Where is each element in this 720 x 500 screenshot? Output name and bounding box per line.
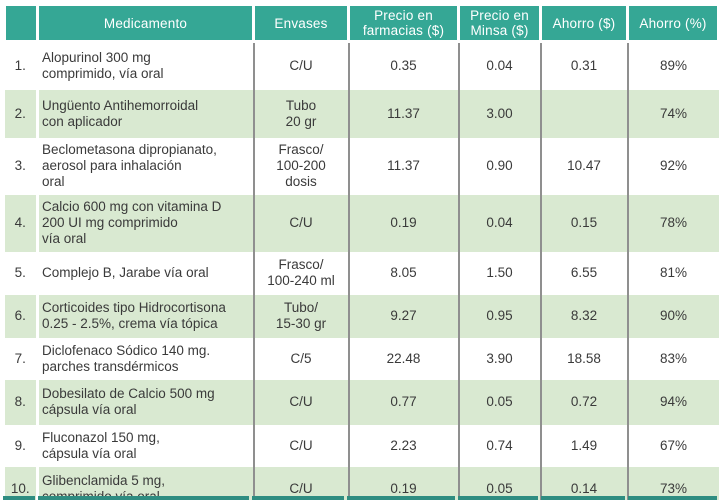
row-number-cell: 4.: [4, 194, 38, 252]
strip-segment: [628, 496, 718, 500]
strip-segment: [347, 496, 455, 500]
medicamento-cell: Beclometasona dipropianato, aerosol para…: [36, 137, 254, 195]
medicamento-cell: Diclofenaco Sódico 140 mg. parches trans…: [36, 337, 254, 380]
next-section-top-edge: [3, 496, 718, 500]
col-header-medicamento: Medicamento: [36, 3, 255, 43]
medicamento-cell: Glibenclamida 5 mg, comprimido vía oral: [36, 466, 254, 500]
ahorro-usd-cell: 0.15: [539, 194, 628, 252]
medication-price-table: Medicamento Envases Precio en farmacias …: [3, 3, 720, 500]
medicamento-cell: Corticoides tipo Hidrocortisona 0.25 - 2…: [36, 294, 254, 338]
precio-minsa-cell: 0.90: [457, 137, 541, 195]
envases-cell: Frasco/ 100-200 dosis: [252, 137, 349, 195]
ahorro-pct-cell: 74%: [626, 89, 719, 138]
col-header-precio-farmacias: Precio en farmacias ($): [347, 3, 460, 43]
ahorro-usd-cell: 0.72: [539, 379, 628, 425]
envases-cell: C/U: [252, 379, 349, 425]
precio-farmacias-cell: 11.37: [347, 89, 459, 138]
medicamento-cell: Fluconazol 150 mg, cápsula vía oral: [36, 424, 254, 467]
ahorro-usd-cell: 8.32: [539, 294, 628, 338]
precio-minsa-cell: 0.04: [457, 41, 541, 90]
table-row: 3. Beclometasona dipropianato, aerosol p…: [4, 137, 719, 195]
row-number-cell: 1.: [4, 41, 38, 90]
ahorro-pct-cell: 92%: [626, 137, 719, 195]
medicamento-cell: Complejo B, Jarabe vía oral: [36, 251, 254, 295]
envases-cell: Frasco/ 100-240 ml: [252, 251, 349, 295]
envases-cell: C/U: [252, 194, 349, 252]
strip-segment: [251, 496, 345, 500]
ahorro-pct-cell: 81%: [626, 251, 719, 295]
precio-farmacias-cell: 0.35: [347, 41, 459, 90]
ahorro-usd-cell: 6.55: [539, 251, 628, 295]
col-header-precio-minsa: Precio en Minsa ($): [457, 3, 542, 43]
table-row: 10. Glibenclamida 5 mg, comprimido vía o…: [4, 466, 719, 500]
table-row: 2. Ungüento Antihemorroidal con aplicado…: [4, 89, 719, 138]
table-row: 1. Alopurinol 300 mg comprimido, vía ora…: [4, 41, 719, 90]
ahorro-pct-cell: 73%: [626, 466, 719, 500]
medicamento-cell: Calcio 600 mg con vitamina D 200 UI mg c…: [36, 194, 254, 252]
col-header-index: [3, 3, 39, 43]
table-row: 4. Calcio 600 mg con vitamina D 200 UI m…: [4, 194, 719, 252]
strip-segment: [540, 496, 626, 500]
precio-minsa-cell: 3.90: [457, 337, 541, 380]
envases-cell: Tubo/ 15-30 gr: [252, 294, 349, 338]
table-row: 7. Diclofenaco Sódico 140 mg. parches tr…: [4, 337, 719, 380]
ahorro-usd-cell: 0.14: [539, 466, 628, 500]
medicamento-cell: Ungüento Antihemorroidal con aplicador: [36, 89, 254, 138]
ahorro-usd-cell: 18.58: [539, 337, 628, 380]
envases-cell: C/U: [252, 424, 349, 467]
precio-minsa-cell: 0.95: [457, 294, 541, 338]
precio-farmacias-cell: 9.27: [347, 294, 459, 338]
strip-segment: [38, 496, 249, 500]
precio-farmacias-cell: 0.19: [347, 466, 459, 500]
precio-farmacias-cell: 22.48: [347, 337, 459, 380]
strip-segment: [3, 496, 36, 500]
precio-minsa-cell: 0.74: [457, 424, 541, 467]
precio-minsa-cell: 0.05: [457, 466, 541, 500]
row-number-cell: 10.: [4, 466, 38, 500]
ahorro-usd-cell: [539, 89, 628, 138]
col-header-ahorro-pct: Ahorro (%): [626, 3, 720, 43]
precio-minsa-cell: 3.00: [457, 89, 541, 138]
row-number-cell: 5.: [4, 251, 38, 295]
precio-minsa-cell: 0.05: [457, 379, 541, 425]
envases-cell: C/U: [252, 466, 349, 500]
ahorro-pct-cell: 90%: [626, 294, 719, 338]
table-header-row: Medicamento Envases Precio en farmacias …: [3, 3, 720, 43]
table-row: 5. Complejo B, Jarabe vía oral Frasco/ 1…: [4, 251, 719, 295]
medicamento-cell: Dobesilato de Calcio 500 mg cápsula vía …: [36, 379, 254, 425]
row-number-cell: 8.: [4, 379, 38, 425]
precio-minsa-cell: 0.04: [457, 194, 541, 252]
ahorro-usd-cell: 0.31: [539, 41, 628, 90]
ahorro-pct-cell: 78%: [626, 194, 719, 252]
ahorro-pct-cell: 83%: [626, 337, 719, 380]
ahorro-usd-cell: 1.49: [539, 424, 628, 467]
precio-farmacias-cell: 11.37: [347, 137, 459, 195]
col-header-ahorro-usd: Ahorro ($): [539, 3, 629, 43]
precio-minsa-cell: 1.50: [457, 251, 541, 295]
ahorro-pct-cell: 67%: [626, 424, 719, 467]
medicamento-cell: Alopurinol 300 mg comprimido, vía oral: [36, 41, 254, 90]
row-number-cell: 2.: [4, 89, 38, 138]
row-number-cell: 9.: [4, 424, 38, 467]
envases-cell: Tubo 20 gr: [252, 89, 349, 138]
envases-cell: C/U: [252, 41, 349, 90]
precio-farmacias-cell: 0.77: [347, 379, 459, 425]
table-row: 8. Dobesilato de Calcio 500 mg cápsula v…: [4, 379, 719, 425]
row-number-cell: 7.: [4, 337, 38, 380]
table-row: 6. Corticoides tipo Hidrocortisona 0.25 …: [4, 294, 719, 338]
table-row: 9. Fluconazol 150 mg, cápsula vía oral C…: [4, 424, 719, 467]
col-header-envases: Envases: [252, 3, 350, 43]
ahorro-pct-cell: 94%: [626, 379, 719, 425]
ahorro-usd-cell: 10.47: [539, 137, 628, 195]
strip-segment: [457, 496, 538, 500]
row-number-cell: 6.: [4, 294, 38, 338]
envases-cell: C/5: [252, 337, 349, 380]
precio-farmacias-cell: 0.19: [347, 194, 459, 252]
row-number-cell: 3.: [4, 137, 38, 195]
precio-farmacias-cell: 2.23: [347, 424, 459, 467]
ahorro-pct-cell: 89%: [626, 41, 719, 90]
precio-farmacias-cell: 8.05: [347, 251, 459, 295]
